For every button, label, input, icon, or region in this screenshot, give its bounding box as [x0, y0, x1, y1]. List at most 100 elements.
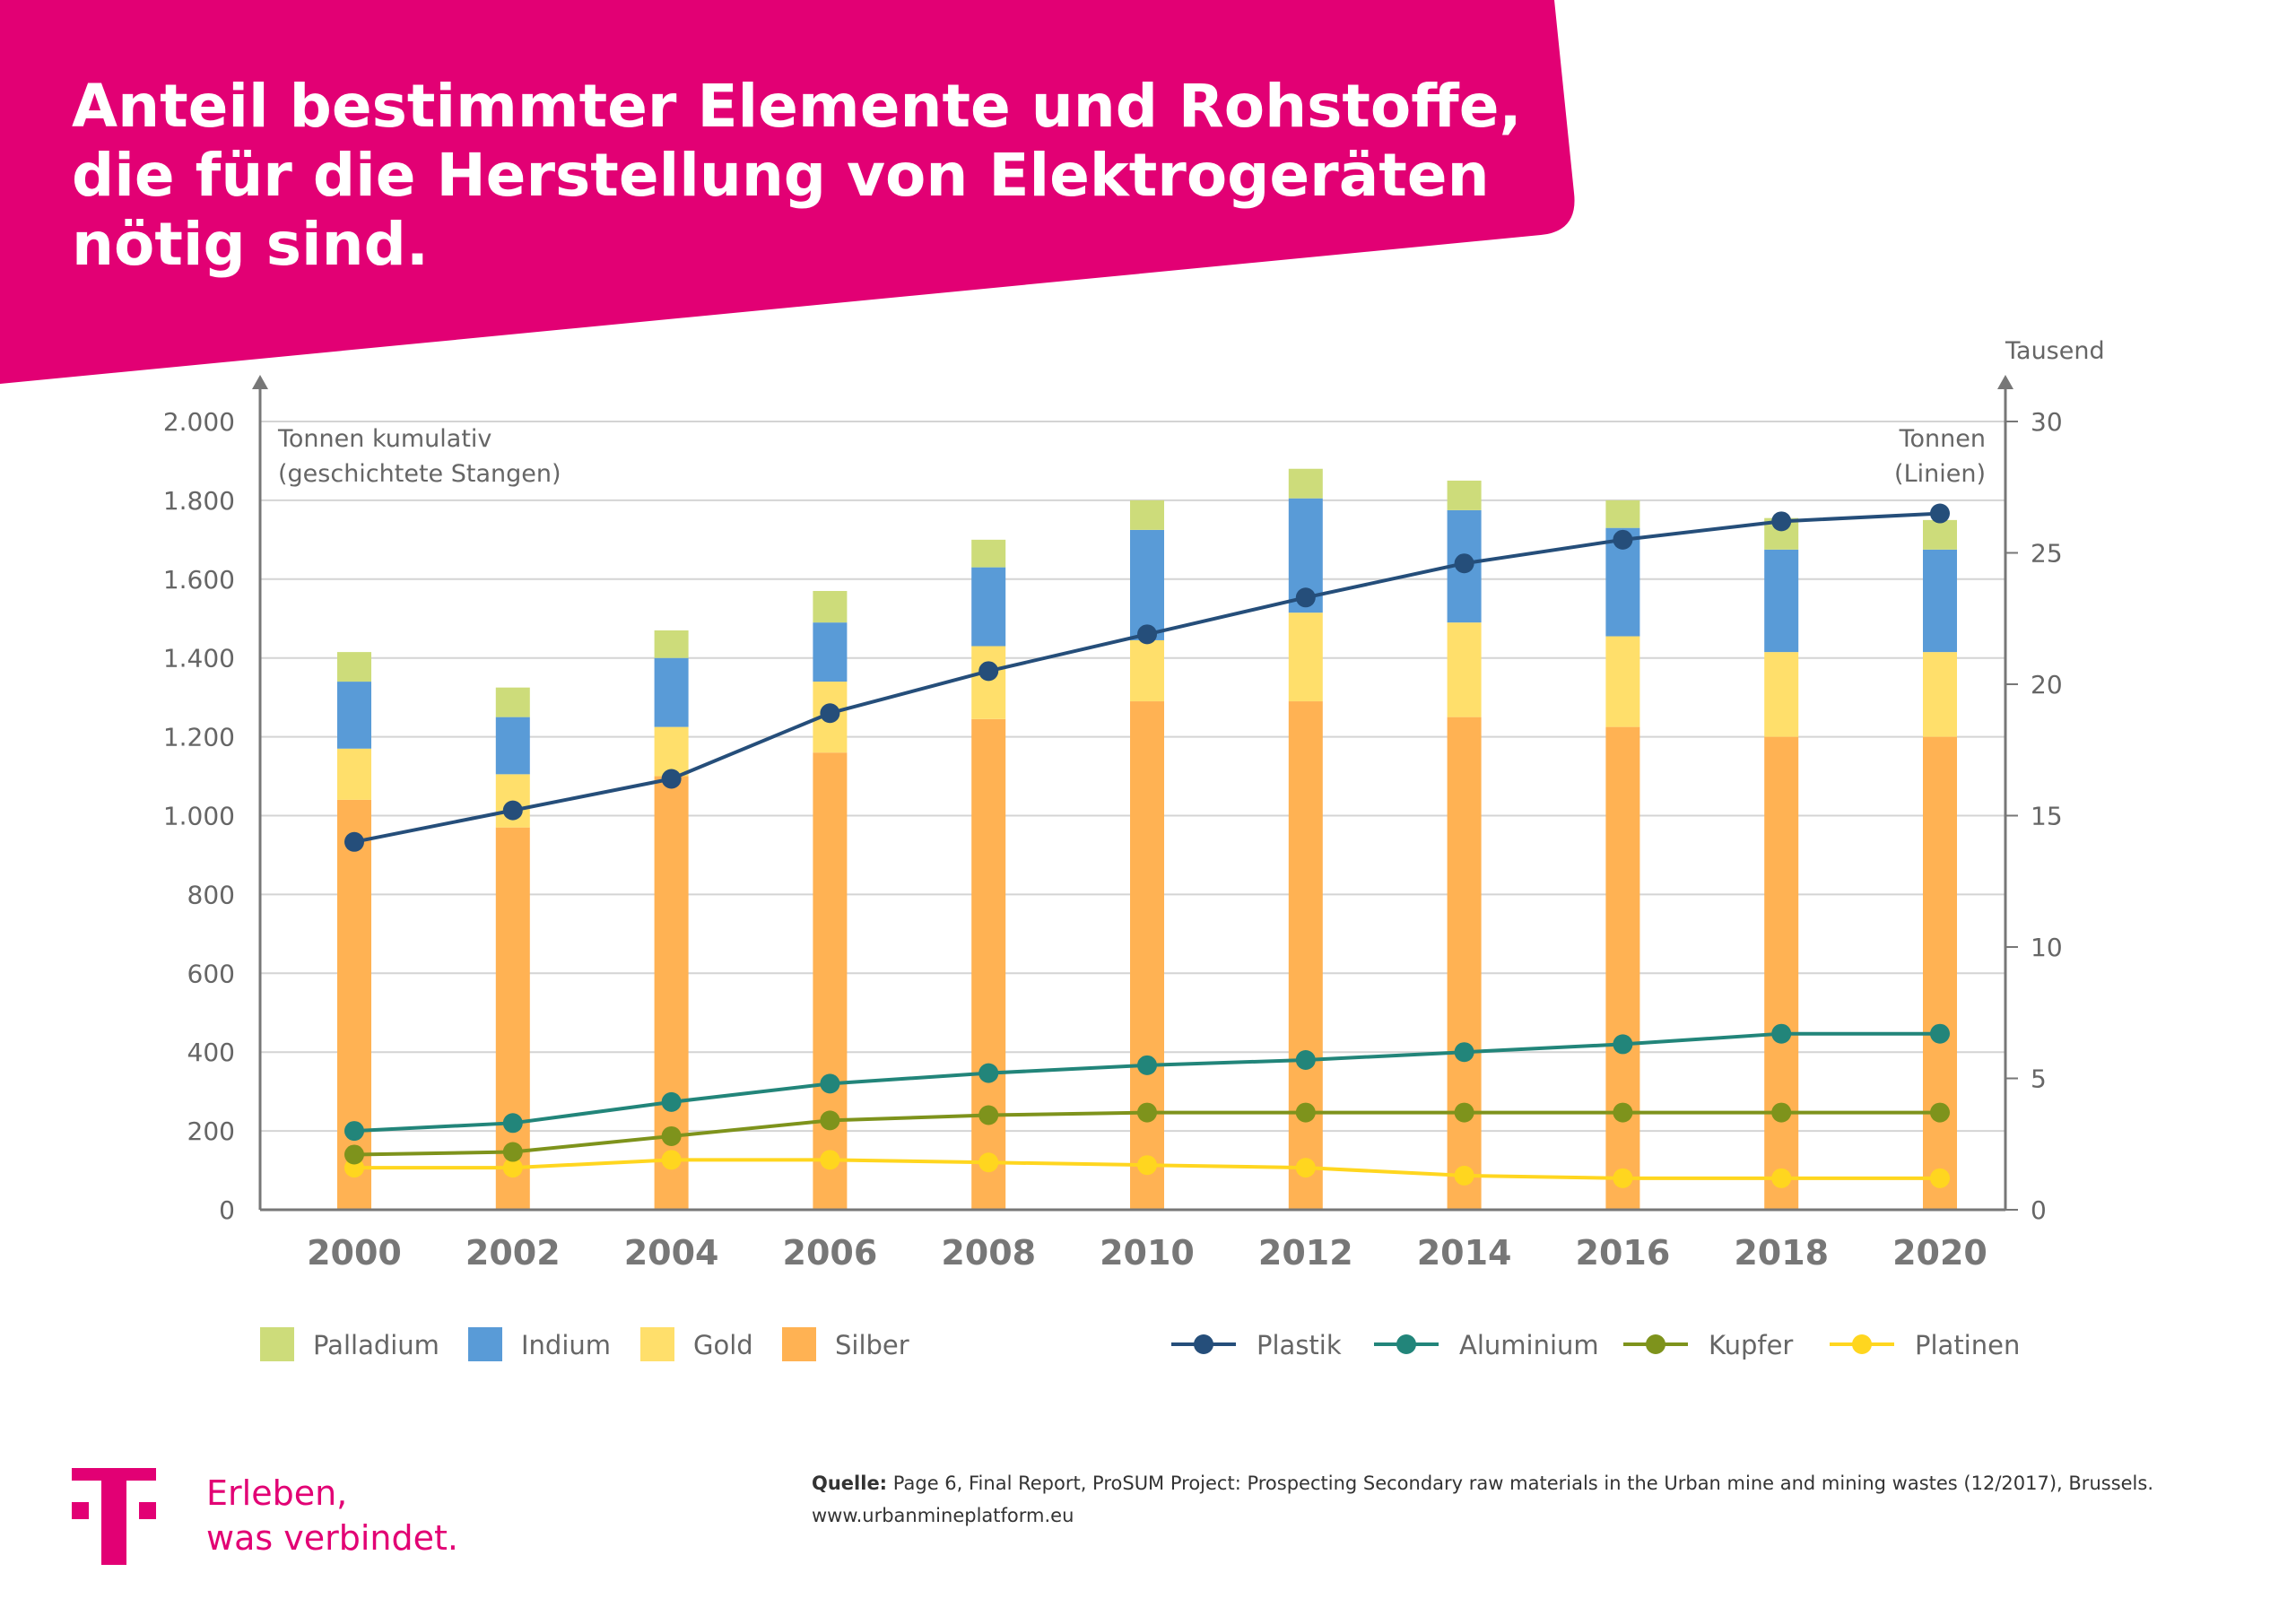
left-tick-label: 1.400: [163, 644, 235, 673]
line-point-aluminium: [820, 1073, 840, 1094]
line-point-plastik: [502, 800, 523, 821]
title-line: Anteil bestimmter Elemente und Rohstoffe…: [72, 72, 1522, 141]
telekom-t-logo-icon: [72, 1468, 156, 1565]
line-point-platinen: [1137, 1155, 1157, 1176]
right-axis-title: Tonnen: [1899, 425, 1986, 453]
brand-slogan: Erleben, was verbindet.: [206, 1471, 458, 1560]
bar-segment-palladium: [1288, 468, 1323, 499]
bar-segment-indium: [495, 717, 530, 775]
left-axis-title: Tonnen kumulativ: [277, 425, 491, 453]
right-tick-label: 5: [2031, 1064, 2047, 1094]
line-point-kupfer: [502, 1142, 523, 1162]
x-tick-label: 2020: [1892, 1233, 1987, 1273]
x-tick-label: 2018: [1734, 1233, 1829, 1273]
line-point-aluminium: [344, 1121, 364, 1142]
x-tick-label: 2004: [624, 1233, 719, 1273]
line-point-platinen: [1295, 1158, 1316, 1178]
legend-marker-plastik: [1194, 1334, 1213, 1354]
x-tick-label: 2010: [1100, 1233, 1195, 1273]
bar-segment-gold: [1764, 652, 1799, 737]
bar-segment-gold: [1288, 613, 1323, 702]
bar-segment-silber: [1288, 701, 1323, 1210]
left-tick-label: 600: [187, 959, 235, 988]
bar-segment-indium: [1764, 549, 1799, 653]
line-point-aluminium: [661, 1091, 682, 1112]
bar-segment-palladium: [1447, 480, 1482, 510]
title-banner: [0, 0, 1575, 384]
line-point-kupfer: [1295, 1102, 1316, 1123]
bar-segment-gold: [654, 726, 689, 777]
title-line: die für die Herstellung von Elektrogerät…: [72, 141, 1490, 210]
left-tick-label: 1.800: [163, 486, 235, 516]
legend-label: Palladium: [313, 1330, 439, 1360]
line-point-plastik: [1771, 511, 1792, 532]
line-point-platinen: [1930, 1168, 1950, 1188]
bar-segment-indium: [654, 657, 689, 727]
left-tick-label: 1.200: [163, 723, 235, 752]
legend-label: Silber: [835, 1330, 909, 1360]
bar-segment-gold: [337, 748, 371, 800]
line-point-plastik: [1613, 529, 1633, 550]
line-point-aluminium: [1295, 1049, 1316, 1070]
line-point-kupfer: [1930, 1102, 1950, 1123]
line-point-platinen: [978, 1152, 999, 1173]
x-tick-label: 2000: [307, 1233, 402, 1273]
bar-segment-silber: [1447, 717, 1482, 1210]
bar-segment-palladium: [1130, 500, 1164, 530]
slogan-line: was verbindet.: [206, 1518, 458, 1558]
left-tick-label: 1.600: [163, 565, 235, 595]
x-tick-label: 2012: [1258, 1233, 1353, 1273]
legend-marker-kupfer: [1646, 1334, 1665, 1354]
line-point-kupfer: [344, 1144, 364, 1165]
left-axis-title: (geschichtete Stangen): [278, 460, 561, 488]
legend-label: Aluminium: [1459, 1330, 1599, 1360]
right-tick-label: 10: [2031, 933, 2063, 962]
line-point-aluminium: [502, 1113, 523, 1134]
bar-segment-gold: [1130, 639, 1164, 702]
left-tick-label: 2.000: [163, 407, 235, 437]
bar-segment-indium: [813, 622, 848, 682]
right-tick-label: 15: [2031, 802, 2063, 831]
line-point-plastik: [344, 831, 364, 852]
right-tick-label: 0: [2031, 1195, 2047, 1225]
bar-segment-silber: [813, 752, 848, 1210]
line-point-platinen: [820, 1150, 840, 1170]
chart: 02004006008001.0001.2001.4001.6001.8002.…: [163, 337, 2105, 1361]
left-tick-label: 800: [187, 880, 235, 909]
right-tick-label: 25: [2031, 539, 2063, 569]
line-point-kupfer: [1613, 1102, 1633, 1123]
bar-segment-silber: [1130, 701, 1164, 1210]
x-tick-label: 2002: [465, 1233, 561, 1273]
line-point-kupfer: [820, 1110, 840, 1131]
x-tick-label: 2008: [941, 1233, 1036, 1273]
line-point-aluminium: [1771, 1023, 1792, 1044]
right-axis-arrow-icon: [1997, 375, 2013, 389]
legend-swatch-silber: [782, 1327, 816, 1361]
bar-segment-silber: [971, 718, 1006, 1210]
line-point-kupfer: [1137, 1102, 1157, 1123]
left-tick-label: 400: [187, 1038, 235, 1067]
bar-segment-palladium: [495, 687, 530, 717]
legend-swatch-gold: [640, 1327, 674, 1361]
line-point-plastik: [1930, 503, 1950, 524]
line-point-plastik: [978, 661, 999, 682]
legend-swatch-indium: [468, 1327, 502, 1361]
x-tick-label: 2014: [1417, 1233, 1512, 1273]
line-point-platinen: [661, 1150, 682, 1170]
right-tick-label: 20: [2031, 670, 2063, 699]
line-point-kupfer: [978, 1105, 999, 1125]
legend-marker-aluminium: [1396, 1334, 1416, 1354]
bar-segment-gold: [1447, 622, 1482, 717]
line-point-aluminium: [978, 1063, 999, 1083]
bar-segment-gold: [971, 646, 1006, 719]
source-label: Quelle:: [812, 1473, 888, 1494]
bar-segment-gold: [1605, 636, 1640, 727]
line-point-platinen: [502, 1158, 523, 1178]
legend-label: Indium: [521, 1330, 611, 1360]
bar-segment-silber: [1764, 736, 1799, 1210]
title-line: nötig sind.: [72, 210, 429, 279]
right-axis-unit: Tausend: [2005, 337, 2105, 365]
source-text: Page 6, Final Report, ProSUM Project: Pr…: [812, 1473, 2154, 1526]
line-point-plastik: [820, 703, 840, 724]
line-point-aluminium: [1613, 1034, 1633, 1055]
